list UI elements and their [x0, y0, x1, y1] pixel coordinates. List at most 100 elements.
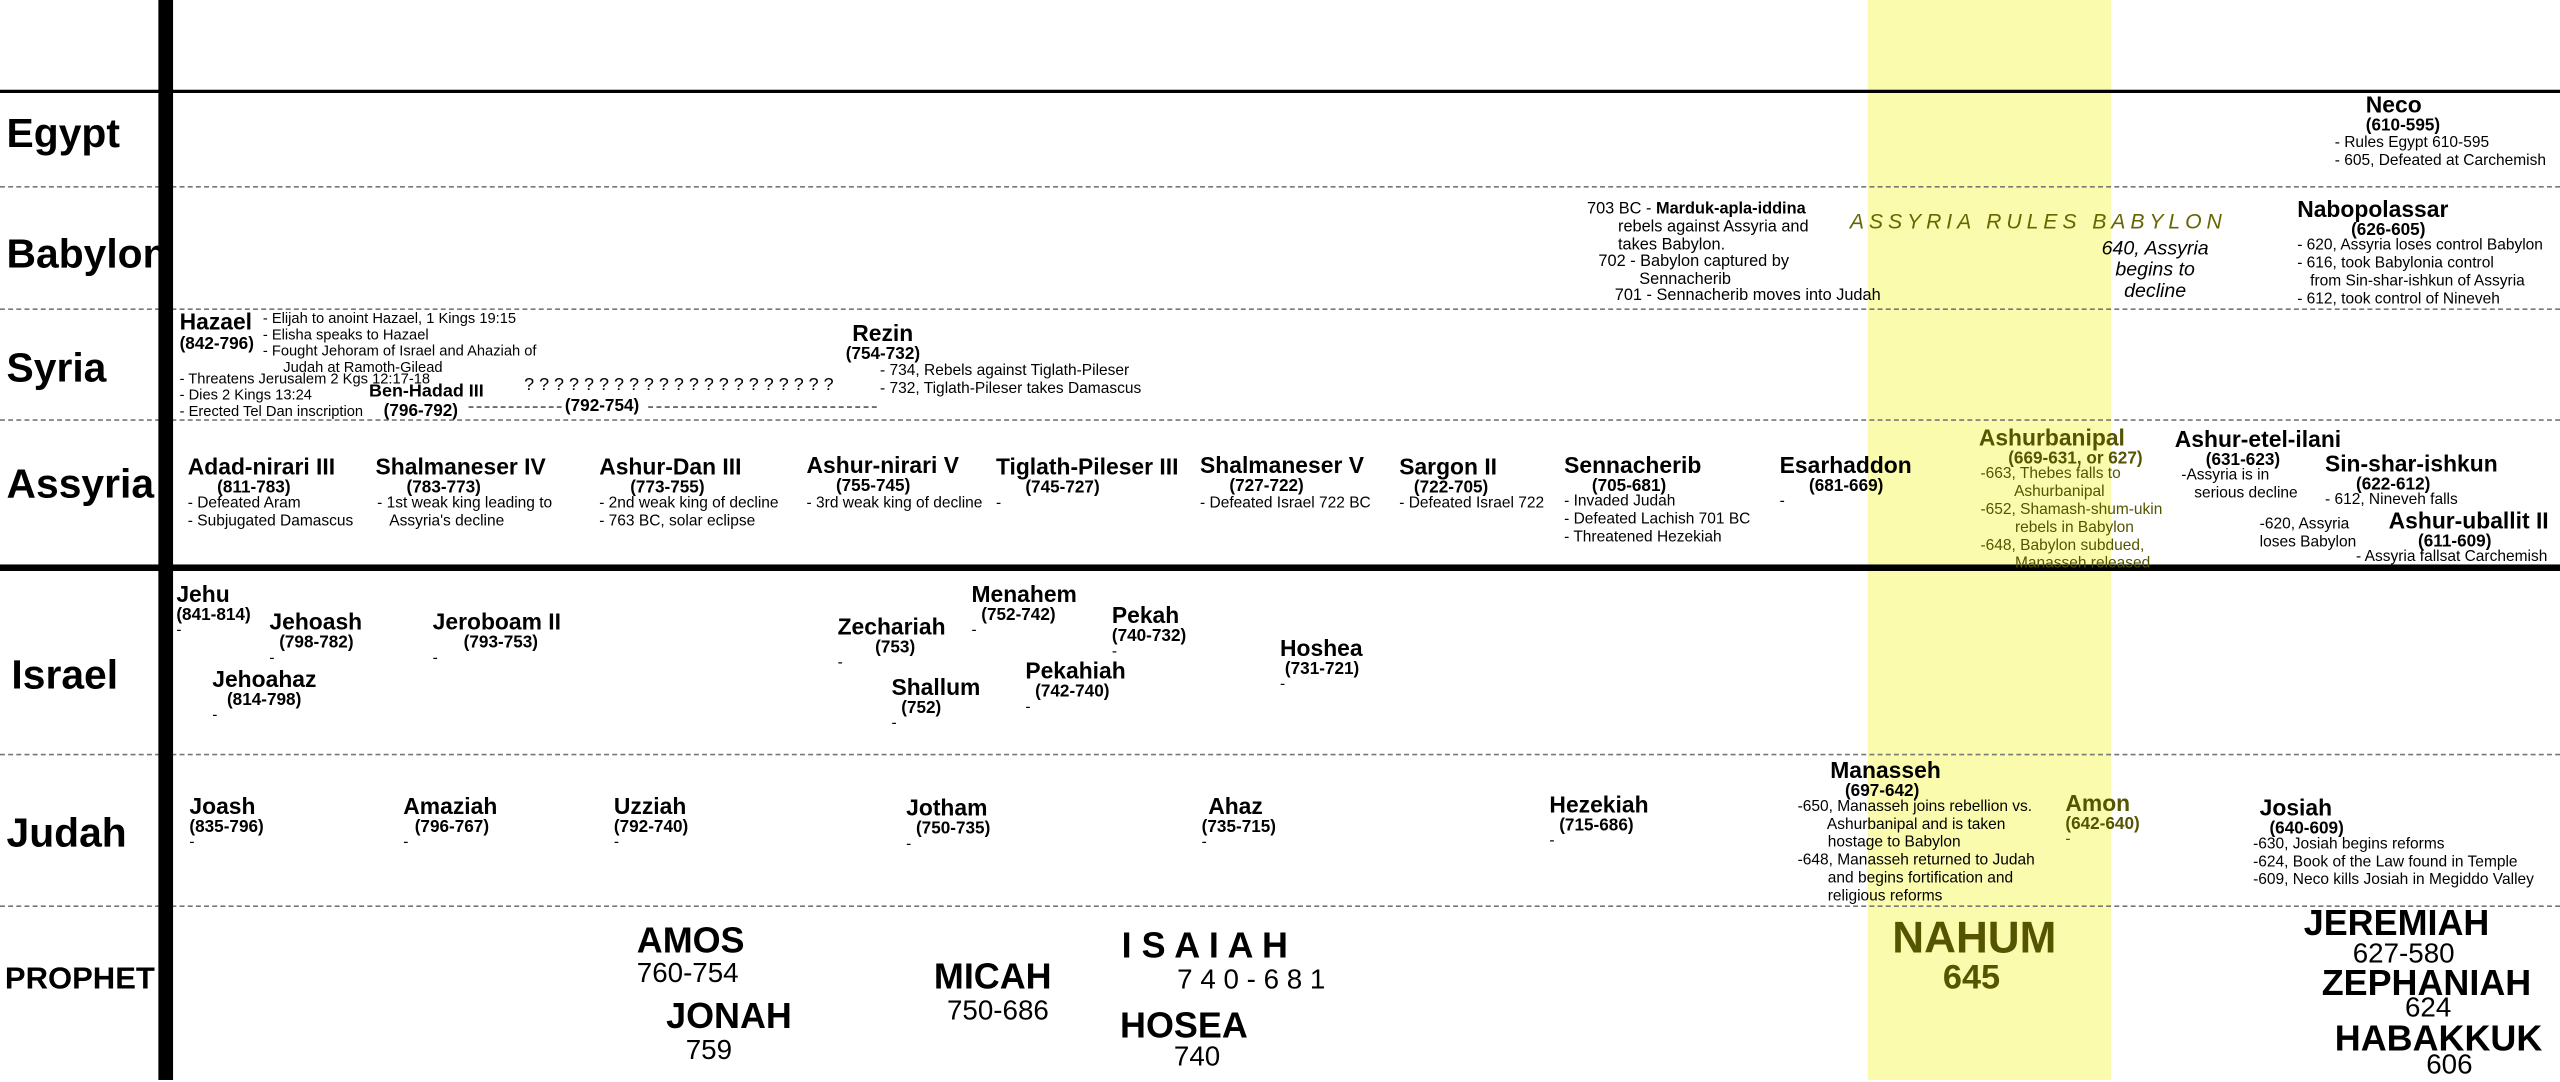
prophet-name: HABAKKUK	[2334, 1017, 2543, 1059]
ruler-name: Jehoash	[269, 608, 363, 635]
ruler-name: Ashurbanipal	[1978, 424, 2125, 451]
ruler-dates: (611-609)	[2418, 531, 2492, 552]
ruler-name: Jeroboam II	[432, 608, 561, 635]
ruler-name: Pekah	[1111, 601, 1180, 629]
ruler-name: Ahaz	[1208, 792, 1263, 819]
ruler-dates: (705-681)	[1591, 476, 1667, 496]
row-divider	[0, 419, 2560, 421]
prophet-name: I S A I A H	[1121, 925, 1288, 966]
event-note: 701 - Sennacherib moves into Judah	[1614, 287, 1881, 306]
ruler-dates: (642-640)	[2065, 814, 2140, 834]
ruler-dates: (622-612)	[2355, 474, 2431, 495]
ruler-name: Neco	[2365, 91, 2422, 118]
timeline-axis-bar	[158, 0, 174, 1080]
ruler-dates: (727-722)	[1229, 476, 1304, 496]
ruler-notes: -	[1201, 833, 1207, 852]
row-label-judah: Judah	[6, 810, 127, 857]
ruler-dates: (792-754)	[564, 396, 640, 417]
ruler-name: Nabopolassar	[2297, 195, 2449, 222]
ruler-dates: (753)	[875, 637, 916, 658]
ruler-dates: (626-605)	[2351, 220, 2426, 240]
ruler-name: Sargon II	[1399, 453, 1498, 480]
dashed-connector	[648, 406, 877, 408]
ruler-dates: (681-669)	[1809, 476, 1884, 496]
ruler-dates: (841-814)	[176, 605, 251, 625]
prophet-name: JEREMIAH	[2303, 902, 2490, 943]
ruler-name: Adad-nirari III	[187, 453, 336, 480]
prophet-name: MICAH	[933, 956, 1052, 997]
ruler-dates: (773-755)	[630, 478, 705, 498]
ruler-name: Esarhaddon	[1779, 451, 1912, 479]
ruler-notes: -	[1280, 675, 1286, 694]
prophet-years: 627-580	[2352, 938, 2455, 970]
ruler-dates: (752)	[901, 698, 942, 718]
ruler-notes: - 2nd weak king of decline - 763 BC, sol…	[599, 494, 779, 531]
ruler-name: Jehu	[176, 580, 230, 607]
ruler-dates: (722-705)	[1413, 478, 1489, 498]
ruler-notes: - Rules Egypt 610-595 - 605, Defeated at…	[2334, 133, 2546, 170]
ruler-name: Pekahiah	[1025, 657, 1126, 684]
prophet-years: 645	[1942, 959, 2001, 997]
ruler-dates: (754-732)	[845, 344, 921, 364]
event-note: 702 - Babylon captured by Sennacherib	[1598, 252, 1790, 289]
ruler-name: Tiglath-Pileser III	[995, 453, 1179, 480]
row-label-prophet: PROPHET	[4, 962, 155, 997]
ruler-dates: (835-796)	[189, 817, 264, 837]
row-divider	[0, 905, 2560, 908]
ruler-name: Ashur-Dan III	[599, 453, 742, 480]
ruler-dates: (811-783)	[217, 478, 291, 498]
dashed-connector	[468, 406, 562, 408]
ruler-dates: (793-753)	[463, 632, 539, 653]
ruler-dates: (755-745)	[835, 476, 911, 496]
prophet-years: 759	[685, 1034, 733, 1066]
prophet-name: AMOS	[636, 920, 745, 961]
ruler-dates: (745-727)	[1025, 478, 1100, 498]
ruler-dates: (715-686)	[1559, 815, 1634, 836]
ruler-dates: (669-631, or 627)	[2008, 448, 2143, 469]
ruler-notes: - 1st weak king leading to Assyria's dec…	[377, 494, 553, 531]
ruler-name: Rezin	[852, 319, 914, 346]
ruler-notes: -	[613, 833, 620, 852]
ruler-name: Shalmaneser V	[1200, 451, 1364, 479]
event-note: -620, Assyria loses Babylon	[2259, 515, 2357, 552]
ruler-notes: -663, Thebes falls to Ashurbanipal -652,…	[1980, 464, 2163, 573]
ruler-dates: (814-798)	[226, 690, 302, 710]
event-note: 703 BC - Marduk-apla-iddina	[1586, 200, 1806, 219]
prophet-years: 7 4 0 - 6 8 1	[1177, 964, 1326, 996]
ruler-name: Amaziah	[403, 792, 498, 819]
ruler-dates: (731-721)	[1284, 659, 1360, 679]
event-note: rebels against Assyria and takes Babylon…	[1618, 218, 1809, 255]
ruler-name: Shalmaneser IV	[375, 453, 546, 480]
ruler-dates: (740-732)	[1111, 626, 1187, 647]
ruler-name: Sennacherib	[1564, 451, 1702, 479]
row-label-israel: Israel	[11, 652, 119, 699]
ruler-name: Manasseh	[1830, 756, 1941, 784]
ruler-name: Jotham	[906, 794, 988, 821]
assyria-rules-babylon-label: ASSYRIA RULES BABYLON	[1849, 208, 2227, 234]
row-divider	[0, 185, 2560, 188]
ruler-notes: -	[1111, 642, 1118, 661]
row-label-egypt: Egypt	[6, 110, 120, 157]
ruler-notes: - Defeated Israel 722 BC	[1200, 494, 1371, 513]
ruler-notes: -	[176, 621, 182, 640]
prophet-years: 624	[2404, 991, 2452, 1023]
ruler-name: Ashur-nirari V	[806, 451, 959, 479]
ruler-notes: -650, Manasseh joins rebellion vs. Ashur…	[1797, 797, 2035, 906]
ruler-notes: - Elijah to anoint Hazael, 1 Kings 19:15…	[262, 309, 537, 376]
ruler-notes: -	[995, 494, 1002, 513]
ruler-notes: - 612, Nineveh falls	[2324, 491, 2458, 509]
row-label-assyria: Assyria	[6, 461, 155, 508]
ruler-name: Jehoahaz	[212, 665, 317, 692]
ruler-name: Menahem	[971, 580, 1077, 607]
ruler-notes: - Invaded Judah - Defeated Lachish 701 B…	[1564, 492, 1751, 547]
unknown-kings: ? ? ? ? ? ? ? ? ? ? ? ? ? ? ? ? ? ? ? ? …	[524, 375, 834, 395]
ruler-notes: - Assyria fallsat Carchemish	[2355, 548, 2548, 567]
ruler-name: Shallum	[891, 673, 981, 700]
ruler-notes: -	[212, 706, 218, 725]
prophet-name: HOSEA	[1120, 1004, 1248, 1046]
header-divider	[0, 89, 2560, 93]
ruler-notes: -	[403, 833, 409, 852]
ruler-notes: -Assyria is in serious decline	[2181, 466, 2298, 503]
ruler-notes: -	[971, 621, 977, 640]
